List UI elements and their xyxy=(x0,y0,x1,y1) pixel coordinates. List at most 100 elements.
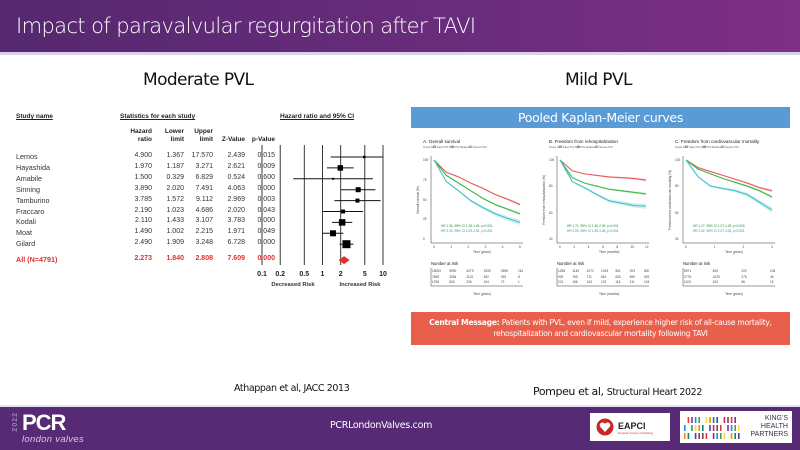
cell-z: 6.728 xyxy=(227,239,245,247)
right-reference-authors: Pompeu et al, xyxy=(533,385,604,398)
km-legend-swatch xyxy=(469,145,472,148)
forest-point xyxy=(337,165,344,171)
cell-upper: 9.112 xyxy=(196,195,213,203)
km-plot xyxy=(430,145,523,244)
cell-upper: 6.829 xyxy=(195,173,213,181)
km-risk-value: 2776 xyxy=(684,274,692,279)
column-header: Upper limit xyxy=(173,128,213,144)
khp-bar xyxy=(720,433,722,439)
km-curve xyxy=(685,159,773,198)
khp-bar xyxy=(734,433,736,439)
forest-point xyxy=(329,230,336,237)
khp-bar xyxy=(702,433,704,439)
pcr-logo-subtitle: london valves xyxy=(22,434,84,445)
km-x-tick: 0 xyxy=(433,245,435,249)
cell-lower: 1.187 xyxy=(166,162,184,170)
km-y-tick: 100 xyxy=(675,158,681,162)
cell-lower: 1.023 xyxy=(166,206,184,214)
km-panel: A. Overall survival Group No / Trace PVL … xyxy=(411,128,537,312)
km-risk-value: 843 xyxy=(449,280,455,284)
column-header-line1: Hazard xyxy=(130,128,152,135)
km-curve xyxy=(559,159,647,181)
column-header: Lower limit xyxy=(144,128,184,144)
moderate-pvl-title: Moderate PVL xyxy=(143,70,254,90)
right-reference: Pompeu et al, Structural Heart 2022 xyxy=(533,385,702,398)
study-name: Hayashida xyxy=(16,162,50,172)
km-curve xyxy=(433,159,521,215)
cell-p: 0.000 xyxy=(257,217,275,225)
km-ci-band xyxy=(434,160,520,216)
km-legend-swatch xyxy=(433,145,436,148)
khp-bar xyxy=(716,425,718,431)
km-banner: Pooled Kaplan-Meier curves xyxy=(411,107,790,128)
km-hr-annotation: HR 1.27, 95% CI 1.07-1.49, p=0.005 xyxy=(693,224,745,228)
study-name: Fraccaro xyxy=(16,206,45,216)
km-axes xyxy=(556,156,649,244)
khp-bar xyxy=(730,433,733,439)
km-risk-value: 143 xyxy=(586,280,592,284)
forest-plot-table: Study name Statistics for each study Haz… xyxy=(0,105,400,305)
khp-bar xyxy=(705,433,708,439)
khp-line-1: KING'S xyxy=(764,415,788,422)
km-risk-value: 1258 xyxy=(558,269,566,273)
km-curve xyxy=(433,159,521,206)
km-risk-value: 661 xyxy=(601,274,607,279)
cell-upper: 7.491 xyxy=(195,184,213,192)
study-name: Gilard xyxy=(16,239,36,249)
cell-lower: 1.367 xyxy=(166,152,184,159)
eapci-logo: EAPCI European Society of Cardiology xyxy=(590,413,670,441)
km-risk-value: 161 xyxy=(518,269,524,273)
km-risk-value: 1072 xyxy=(586,269,594,273)
column-header-line2: limit xyxy=(170,136,184,143)
study-name: Sinning xyxy=(16,184,40,194)
eapci-label: EAPCI xyxy=(618,421,646,431)
increased-risk-label: Increased Risk xyxy=(340,282,382,288)
cell-z: 1.971 xyxy=(227,228,245,236)
km-risk-value: 492 xyxy=(483,274,489,279)
km-risk-title: Number at risk xyxy=(431,261,459,266)
cell-lower: 1.002 xyxy=(166,228,184,236)
cell-p: 0.600 xyxy=(257,173,275,181)
km-legend-swatch xyxy=(559,145,562,148)
column-header: Z-Value xyxy=(205,128,245,144)
study-name: Kodali xyxy=(16,217,36,227)
cell-lower: 1.433 xyxy=(166,217,184,225)
slide-footer: 2022 PCR london valves PCRLondonValves.c… xyxy=(0,405,800,450)
column-header-line2: Z-Value xyxy=(221,136,245,143)
central-message: Central Message: Patients with PVL, even… xyxy=(411,312,790,345)
khp-bar xyxy=(709,425,711,431)
cell-total-hr: 2.273 xyxy=(134,255,152,263)
plot-header: Hazard ratio and 95% CI xyxy=(280,113,355,120)
khp-bar xyxy=(691,417,693,423)
km-risk-value: 529 xyxy=(644,274,650,279)
column-header-line1: Lower xyxy=(164,128,184,135)
km-legend: Group No / Trace PVL Mild PVL Moderate /… xyxy=(423,146,488,149)
km-risk-value: 5971 xyxy=(684,269,692,273)
km-axes xyxy=(430,156,523,244)
km-hr-annotation: HR 2.53, 95% CI 1.89-3.38, p<0.001 xyxy=(567,229,619,233)
km-risk-value: 711 xyxy=(586,274,592,279)
km-axes xyxy=(682,156,775,244)
khp-bar xyxy=(698,425,700,431)
column-header: Hazard ratio xyxy=(112,128,152,144)
km-risk-axes xyxy=(682,268,775,287)
central-message-label: Central Message: xyxy=(429,318,500,327)
khp-bar xyxy=(727,425,729,431)
cell-total-z: 7.609 xyxy=(227,255,245,263)
cell-p: 0.043 xyxy=(257,206,275,214)
cell-upper: 17.570 xyxy=(191,152,213,159)
km-risk-value: 765 xyxy=(572,274,578,279)
km-x-tick: 4 xyxy=(501,245,504,249)
footer-url-link[interactable]: PCRLondonValves.com xyxy=(330,420,433,431)
column-header-line2: p-Value xyxy=(251,136,275,143)
cell-p: 0.049 xyxy=(257,228,275,236)
km-curve xyxy=(685,159,773,192)
khp-bar xyxy=(723,417,726,423)
cell-hr: 3.890 xyxy=(134,184,152,192)
cell-p: 0.000 xyxy=(257,184,275,192)
cell-upper: 3.248 xyxy=(195,239,213,247)
km-risk-value: 1103 xyxy=(684,280,691,284)
footer-year: 2022 xyxy=(12,412,19,432)
km-x-tick: 5 xyxy=(519,245,521,249)
cell-hr: 2.190 xyxy=(134,206,152,214)
